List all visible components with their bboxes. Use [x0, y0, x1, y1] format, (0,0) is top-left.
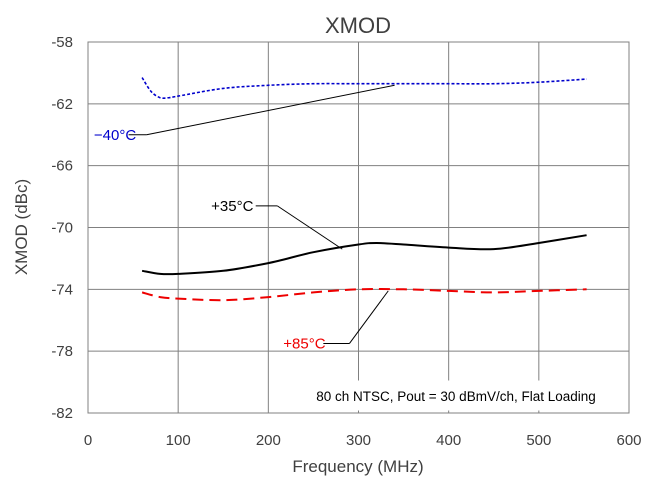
annotation-pointer-line — [277, 205, 343, 250]
x-tick-label: 200 — [256, 432, 281, 449]
series-line — [141, 234, 587, 276]
y-axis-label: XMOD (dBc) — [12, 179, 31, 275]
note-box: 80 ch NTSC, Pout = 30 dBmV/ch, Flat Load… — [282, 380, 624, 411]
series-line — [141, 288, 587, 302]
plot-area-border — [87, 41, 630, 414]
x-tick-label: 0 — [84, 432, 92, 449]
x-tick-label: 400 — [436, 432, 461, 449]
series-annotation-label: −40°C — [94, 127, 136, 144]
x-tick-label: 300 — [346, 432, 371, 449]
y-tick-label: -62 — [51, 96, 73, 113]
y-tick-label: -74 — [51, 281, 73, 298]
annotation-pointer-line — [349, 290, 389, 344]
note-text: 80 ch NTSC, Pout = 30 dBmV/ch, Flat Load… — [316, 389, 596, 404]
x-axis-label: Frequency (MHz) — [292, 457, 423, 476]
axis-tick-labels: 0 100 200 300 400 500 600 -58 -62 -66 -70 -74 -78 -82 — [51, 34, 641, 449]
note-box-frame — [282, 380, 624, 411]
y-tick-label: -82 — [51, 405, 73, 422]
y-tick-label: -66 — [51, 158, 73, 175]
grid-lines — [88, 42, 629, 413]
y-tick-label: -70 — [51, 220, 73, 237]
annotation-pointer-line — [146, 84, 395, 136]
x-tick-label: 100 — [166, 432, 191, 449]
series-lines — [141, 77, 587, 302]
y-tick-label: -58 — [51, 34, 73, 51]
y-tick-label: -78 — [51, 343, 73, 360]
series-line — [141, 77, 587, 99]
chart-title: XMOD — [325, 13, 391, 38]
x-tick-label: 500 — [526, 432, 551, 449]
series-annotation-label: +85°C — [283, 335, 325, 352]
series-annotation-label: +35°C — [211, 198, 253, 215]
series-annotations: −40°C +35°C +85°C — [94, 84, 395, 352]
x-tick-label: 600 — [616, 432, 641, 449]
